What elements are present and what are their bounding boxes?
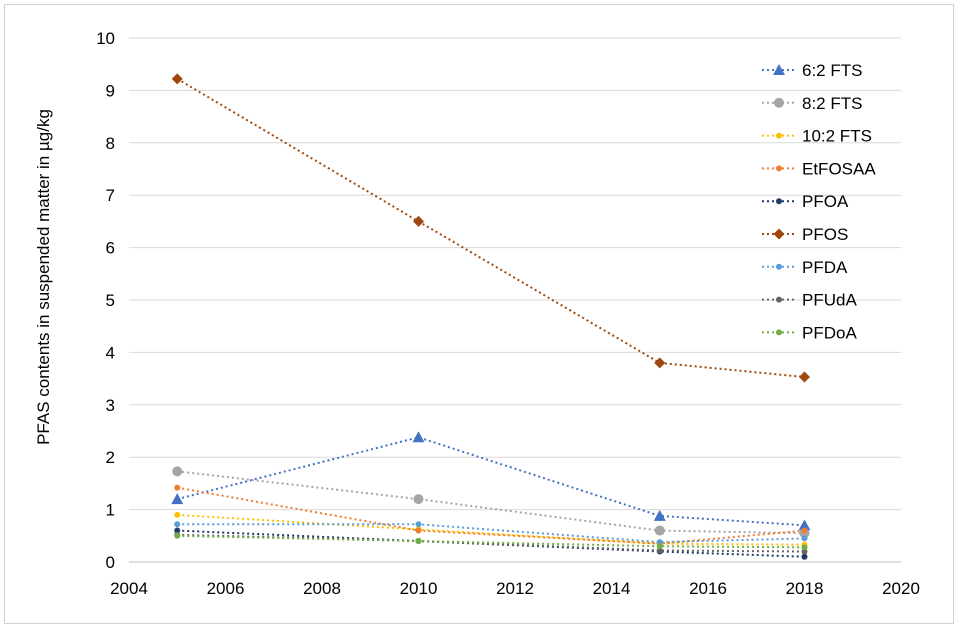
y-tick-labels: 0 1 2 3 4 5 6 7 8 9 10: [96, 29, 115, 572]
y-tick-label-3: 3: [106, 396, 115, 415]
legend-label-10-2-fts: 10:2 FTS: [802, 127, 872, 146]
legend-marker-pfdoa: [776, 329, 782, 336]
legend-item-etfosaa: EtFOSAA: [762, 159, 876, 178]
legend-item-pfos: PFOS: [762, 225, 848, 244]
data-point-pfos-2018: [799, 371, 810, 383]
series-line-6-2-fts: [177, 436, 805, 527]
data-point-pfuda-2018: [801, 548, 808, 555]
data-point-6-2-fts-2010: [412, 431, 425, 443]
series-10-2-fts: [174, 511, 808, 548]
y-axis-label: PFAS contents in suspended matter in µg/…: [34, 109, 53, 445]
legend-label-8-2-fts: 8:2 FTS: [802, 94, 862, 113]
legend-marker-etfosaa: [776, 165, 782, 172]
data-point-pfuda-2015: [656, 547, 663, 554]
y-tick-label-10: 10: [96, 29, 115, 48]
y-tick-label-6: 6: [106, 239, 115, 258]
series-pfdoa: [174, 532, 808, 551]
x-tick-label-2006: 2006: [207, 579, 245, 598]
data-point-pfos-2010: [413, 215, 424, 227]
legend-item-pfdoa: PFDoA: [762, 323, 857, 342]
data-point-pfoa-2005: [174, 527, 181, 534]
data-point-pfoa-2018: [801, 553, 808, 560]
series-line-pfos: [176, 78, 805, 379]
data-point-etfosaa-2005: [174, 484, 181, 491]
gridlines: [129, 37, 901, 511]
legend-label-pfuda: PFUdA: [802, 291, 857, 310]
data-point-6-2-fts-2018: [798, 519, 811, 531]
data-point-pfda-2015: [656, 539, 663, 546]
y-tick-label-9: 9: [106, 81, 115, 100]
legend-item-8-2-fts: 8:2 FTS: [762, 94, 862, 113]
legend-marker-pfuda: [776, 296, 782, 303]
x-tick-label-2016: 2016: [689, 579, 727, 598]
series-line-10-2-fts: [177, 513, 805, 546]
y-tick-label-4: 4: [106, 343, 115, 362]
y-tick-label-8: 8: [106, 134, 115, 153]
data-point-pfdoa-2010: [415, 538, 422, 545]
x-tick-label-2004: 2004: [110, 579, 148, 598]
x-tick-label-2012: 2012: [496, 579, 534, 598]
legend-label-pfoa: PFOA: [802, 192, 849, 211]
series-line-8-2-fts: [177, 470, 805, 535]
legend-marker-10-2-fts: [776, 132, 782, 139]
legend-item-pfda: PFDA: [762, 258, 848, 277]
line-chart: 0 1 2 3 4 5 6 7 8 9 10 2004 2006 2008 2010 2012 2014 201…: [34, 29, 920, 598]
x-tick-label-2020: 2020: [882, 579, 920, 598]
x-tick-label-2018: 2018: [786, 579, 824, 598]
legend-label-6-2-fts: 6:2 FTS: [802, 61, 862, 80]
y-tick-label-7: 7: [106, 186, 115, 205]
legend-marker-6-2-fts: [773, 64, 785, 75]
y-tick-label-1: 1: [106, 501, 115, 520]
series-6-2-fts: [171, 431, 811, 531]
data-point-8-2-fts-2010: [413, 494, 424, 505]
x-tick-label-2008: 2008: [303, 579, 341, 598]
legend-marker-pfoa: [776, 198, 782, 205]
legend-item-10-2-fts: 10:2 FTS: [762, 127, 872, 146]
data-point-6-2-fts-2015: [653, 509, 666, 521]
data-point-pfdoa-2018: [801, 544, 808, 551]
y-tick-label-5: 5: [106, 291, 115, 310]
legend-label-pfda: PFDA: [802, 258, 848, 277]
legend-item-pfuda: PFUdA: [762, 291, 857, 310]
legend-label-etfosaa: EtFOSAA: [802, 159, 876, 178]
data-point-etfosaa-2010: [415, 527, 422, 534]
legend-label-pfos: PFOS: [802, 225, 848, 244]
data-point-8-2-fts-2015: [654, 525, 665, 536]
legend-marker-pfos: [773, 228, 785, 240]
x-tick-labels: 2004 2006 2008 2010 2012 2014 2016 2018 2020: [110, 579, 920, 598]
data-point-pfda-2005: [174, 521, 181, 528]
x-tick-label-2014: 2014: [593, 579, 631, 598]
chart-frame: 0 1 2 3 4 5 6 7 8 9 10 2004 2006 2008 2010 2012 2014 201…: [4, 4, 954, 624]
series-8-2-fts: [172, 466, 810, 539]
data-point-6-2-fts-2005: [171, 493, 184, 505]
series-pfos: [171, 73, 810, 383]
x-tick-label-2010: 2010: [400, 579, 438, 598]
data-series: [171, 73, 811, 560]
y-tick-label-0: 0: [106, 553, 115, 572]
series-line-pfdoa: [177, 534, 805, 549]
legend-marker-8-2-fts: [774, 97, 784, 108]
data-point-pfda-2018: [801, 535, 808, 542]
data-point-pfdoa-2015: [656, 543, 663, 550]
legend: 6:2 FTS 8:2 FTS 10:2 FTS EtFOSAA PFOA PFOS PFD…: [762, 61, 876, 342]
data-point-pfda-2010: [415, 521, 422, 528]
series-line-pfoa: [177, 529, 805, 558]
series-line-pfda: [177, 523, 805, 544]
data-point-pfdoa-2005: [174, 532, 181, 539]
series-line-etfosaa: [177, 486, 805, 545]
series-pfda: [174, 521, 808, 546]
data-point-etfosaa-2018: [801, 527, 808, 534]
data-point-pfos-2015: [654, 357, 666, 369]
data-point-8-2-fts-2005: [172, 466, 183, 477]
legend-marker-pfda: [776, 263, 782, 270]
legend-item-pfoa: PFOA: [762, 192, 849, 211]
legend-label-pfdoa: PFDoA: [802, 323, 857, 342]
legend-item-6-2-fts: 6:2 FTS: [762, 61, 862, 80]
series-line-pfuda: [177, 533, 805, 553]
y-tick-label-2: 2: [106, 448, 115, 467]
data-point-pfos-2005: [171, 73, 183, 85]
data-point-10-2-fts-2005: [174, 511, 181, 518]
